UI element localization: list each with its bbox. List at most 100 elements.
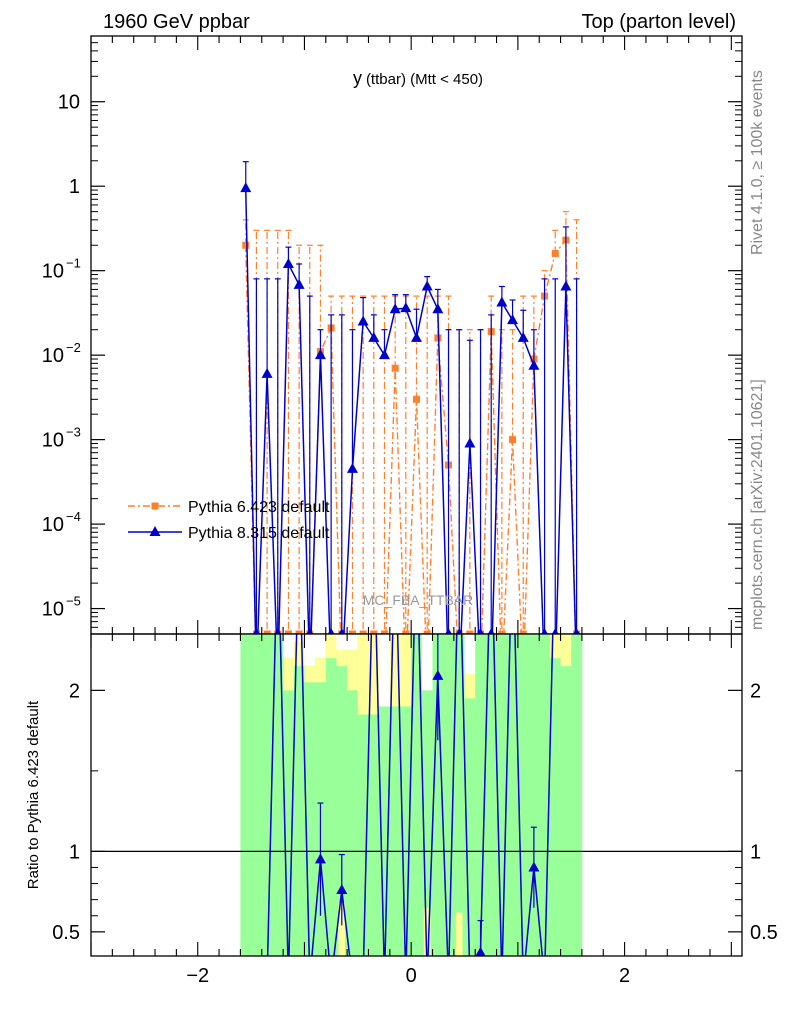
data-point-square [519, 630, 527, 634]
band-yellow [368, 634, 380, 715]
ratio-data-point [336, 883, 348, 894]
data-point-square [391, 364, 399, 372]
band-green [400, 634, 412, 956]
data-point-square [348, 630, 356, 634]
legend-marker-square [151, 502, 159, 510]
band-blank [293, 634, 305, 643]
data-point-square [370, 630, 378, 634]
ratio-frame [90, 633, 743, 957]
ratio-axes: 0.5 0.5 1 1 2 2 −2 0 2 [52, 633, 778, 987]
band-yellow [357, 634, 369, 715]
data-point-square [434, 334, 442, 342]
y-tick-exponent: −4 [66, 509, 81, 524]
y-tick-label: 10 [58, 92, 80, 114]
ratio-y-tick-label-right: 0.5 [750, 922, 778, 944]
band-yellow [325, 634, 337, 659]
band-blank [315, 634, 327, 659]
y-tick-exponent: −1 [66, 256, 81, 271]
band-yellow [283, 658, 295, 691]
band-green [240, 634, 252, 956]
data-point-triangle [573, 628, 580, 634]
data-point-triangle [346, 462, 358, 473]
data-point-triangle [253, 628, 260, 634]
data-point-square [242, 241, 250, 249]
data-point-triangle [389, 303, 401, 314]
y-tick-label: 10 [42, 345, 64, 367]
data-point-triangle [274, 628, 282, 634]
band-green [347, 650, 359, 956]
data-point-square [263, 630, 271, 634]
y-tick-exponent: −2 [66, 340, 81, 355]
data-point-triangle [477, 628, 484, 634]
data-point-triangle [261, 367, 273, 378]
data-point-triangle [432, 303, 444, 314]
side-rivet-label: Rivet 4.1.0, ≥ 100k events [749, 70, 766, 255]
y-tick-label: 10 [42, 261, 64, 283]
ratio-y-tick-label-right: 2 [750, 680, 761, 702]
data-point-triangle [400, 302, 412, 313]
ratio-y-axis-label: Ratio to Pythia 6.423 default [25, 700, 42, 889]
data-point-square [498, 630, 506, 634]
data-point-triangle [306, 628, 314, 634]
band-green [507, 634, 519, 956]
data-point-triangle [368, 331, 380, 342]
ratio-y-tick-label: 1 [69, 841, 80, 863]
band-green [283, 658, 295, 956]
data-point-triangle [541, 628, 548, 634]
data-point-triangle [282, 257, 294, 268]
band-green [293, 642, 305, 956]
header-process-label: Top (parton level) [581, 11, 736, 33]
band-green [432, 634, 444, 956]
series-pythia8 [240, 161, 580, 634]
band-green [528, 634, 540, 956]
chart-title: y (ttbar) (Mtt < 450) [353, 68, 483, 88]
band-yellow [560, 634, 572, 667]
band-green [517, 634, 529, 956]
band-blank [304, 634, 316, 667]
band-green [411, 634, 423, 956]
data-point-square [413, 395, 420, 403]
x-tick-label: −2 [186, 965, 209, 987]
band-blank [336, 634, 348, 651]
side-mcplots-label: mcplots.cern.ch [arXiv:2401.10621] [749, 379, 766, 630]
series-line [244, 188, 577, 634]
legend: Pythia 6.423 default Pythia 8.315 default [128, 499, 330, 542]
data-point-triangle [411, 331, 422, 342]
y-tick-label: 10 [42, 514, 64, 536]
data-point-triangle [487, 628, 495, 634]
band-green [389, 634, 401, 956]
data-point-square [551, 249, 559, 257]
data-point-triangle [464, 437, 476, 448]
band-green [485, 634, 497, 956]
legend-label: Pythia 8.315 default [188, 525, 330, 542]
main-plot-content [240, 161, 581, 634]
band-yellow [315, 658, 327, 683]
band-yellow [304, 666, 316, 683]
data-point-square [402, 630, 410, 634]
legend-label: Pythia 6.423 default [188, 499, 330, 516]
data-point-triangle [240, 182, 252, 193]
data-point-square [295, 630, 303, 634]
band-yellow-patch [338, 902, 346, 956]
ratio-data-point [314, 853, 326, 864]
data-point-triangle [517, 331, 529, 342]
ratio-line [266, 634, 554, 956]
ratio-plot-content [91, 634, 742, 956]
x-tick-label: 2 [619, 965, 630, 987]
ratio-y-tick-label-right: 1 [750, 841, 761, 863]
band-yellow [336, 650, 348, 667]
band-green [571, 634, 583, 956]
band-yellow-patch [455, 912, 463, 956]
data-point-triangle [528, 359, 540, 370]
y-tick-exponent: −3 [66, 425, 81, 440]
band-blank [464, 634, 476, 675]
data-point-triangle [551, 628, 559, 634]
ratio-y-tick-label: 2 [69, 680, 80, 702]
band-yellow [389, 634, 401, 707]
band-green [453, 634, 465, 956]
ratio-y-tick-label: 0.5 [52, 922, 80, 944]
band-green [379, 650, 391, 956]
